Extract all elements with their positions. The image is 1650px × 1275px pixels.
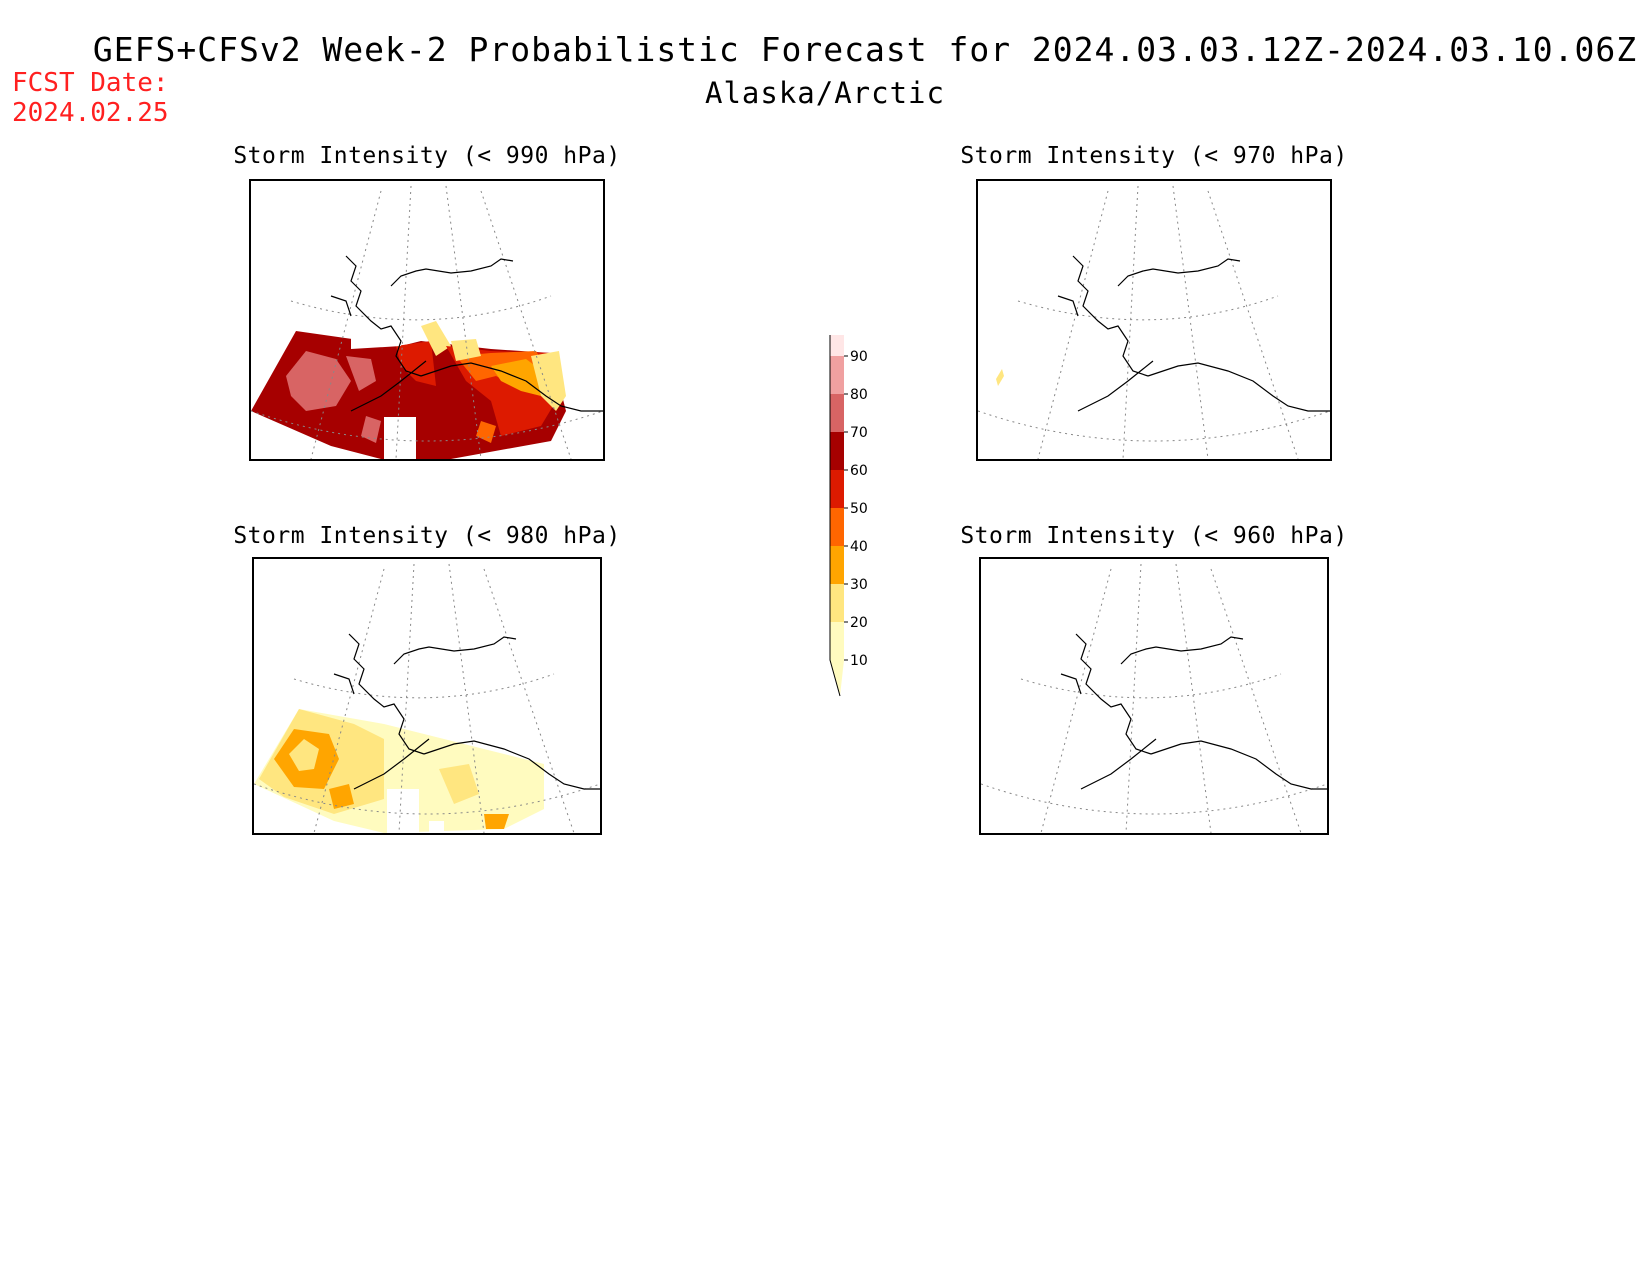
panel-title-960: Storm Intensity (< 960 hPa) [960, 523, 1348, 549]
region-subtitle: Alaska/Arctic [705, 76, 945, 110]
forecast-date-label: FCST Date: 2024.02.25 [12, 68, 169, 128]
colorbar-tick-label: 90 [850, 349, 868, 365]
fcst-date-value: 2024.02.25 [12, 98, 169, 128]
panel-title-990: Storm Intensity (< 990 hPa) [233, 143, 621, 169]
fcst-date-caption: FCST Date: [12, 68, 169, 98]
colorbar-tick-label: 10 [850, 653, 868, 669]
colorbar-tick-label: 20 [850, 615, 868, 631]
graticule-960 [981, 563, 1327, 833]
probability-colorbar: 10 20 30 40 50 60 70 80 90 [829, 335, 868, 697]
map-panel-970 [976, 179, 1332, 461]
forecast-title: GEFS+CFSv2 Week-2 Probabilistic Forecast… [92, 30, 1638, 69]
colorbar-lower-extension [830, 660, 844, 696]
colorbar-tick-label: 40 [850, 539, 868, 555]
colorbar-tick-label: 30 [850, 577, 868, 593]
colorbar-tick-label: 50 [850, 501, 868, 517]
map-panel-980 [252, 557, 602, 835]
panel-title-980: Storm Intensity (< 980 hPa) [233, 523, 621, 549]
colorbar-swatch [830, 622, 844, 660]
colorbar-swatch [830, 356, 844, 394]
colorbar-swatch [830, 394, 844, 432]
colorbar-swatch [830, 546, 844, 584]
coastline-960 [1060, 633, 1327, 790]
colorbar-swatch [830, 470, 844, 508]
colorbar-tick-label: 70 [850, 425, 868, 441]
colorbar-outline [829, 335, 841, 697]
graticule-980 [254, 563, 600, 833]
colorbar-swatch [830, 335, 844, 356]
probability-fill-990 [251, 321, 566, 459]
panel-title-970: Storm Intensity (< 970 hPa) [960, 143, 1348, 169]
colorbar-tick-label: 60 [850, 463, 868, 479]
map-panel-990 [249, 179, 605, 461]
map-panel-960 [979, 557, 1329, 835]
colorbar-swatch [830, 584, 844, 622]
colorbar-swatch [830, 432, 844, 470]
coastline-980 [333, 633, 600, 790]
probability-fill-980 [254, 709, 544, 833]
graticule-970 [978, 185, 1330, 459]
probability-fill-970 [996, 369, 1004, 386]
colorbar-swatch [830, 508, 844, 546]
colorbar-tick-label: 80 [850, 387, 868, 403]
coastline-990 [330, 255, 603, 412]
graticule-990 [251, 185, 603, 459]
coastline-970 [1057, 255, 1330, 412]
